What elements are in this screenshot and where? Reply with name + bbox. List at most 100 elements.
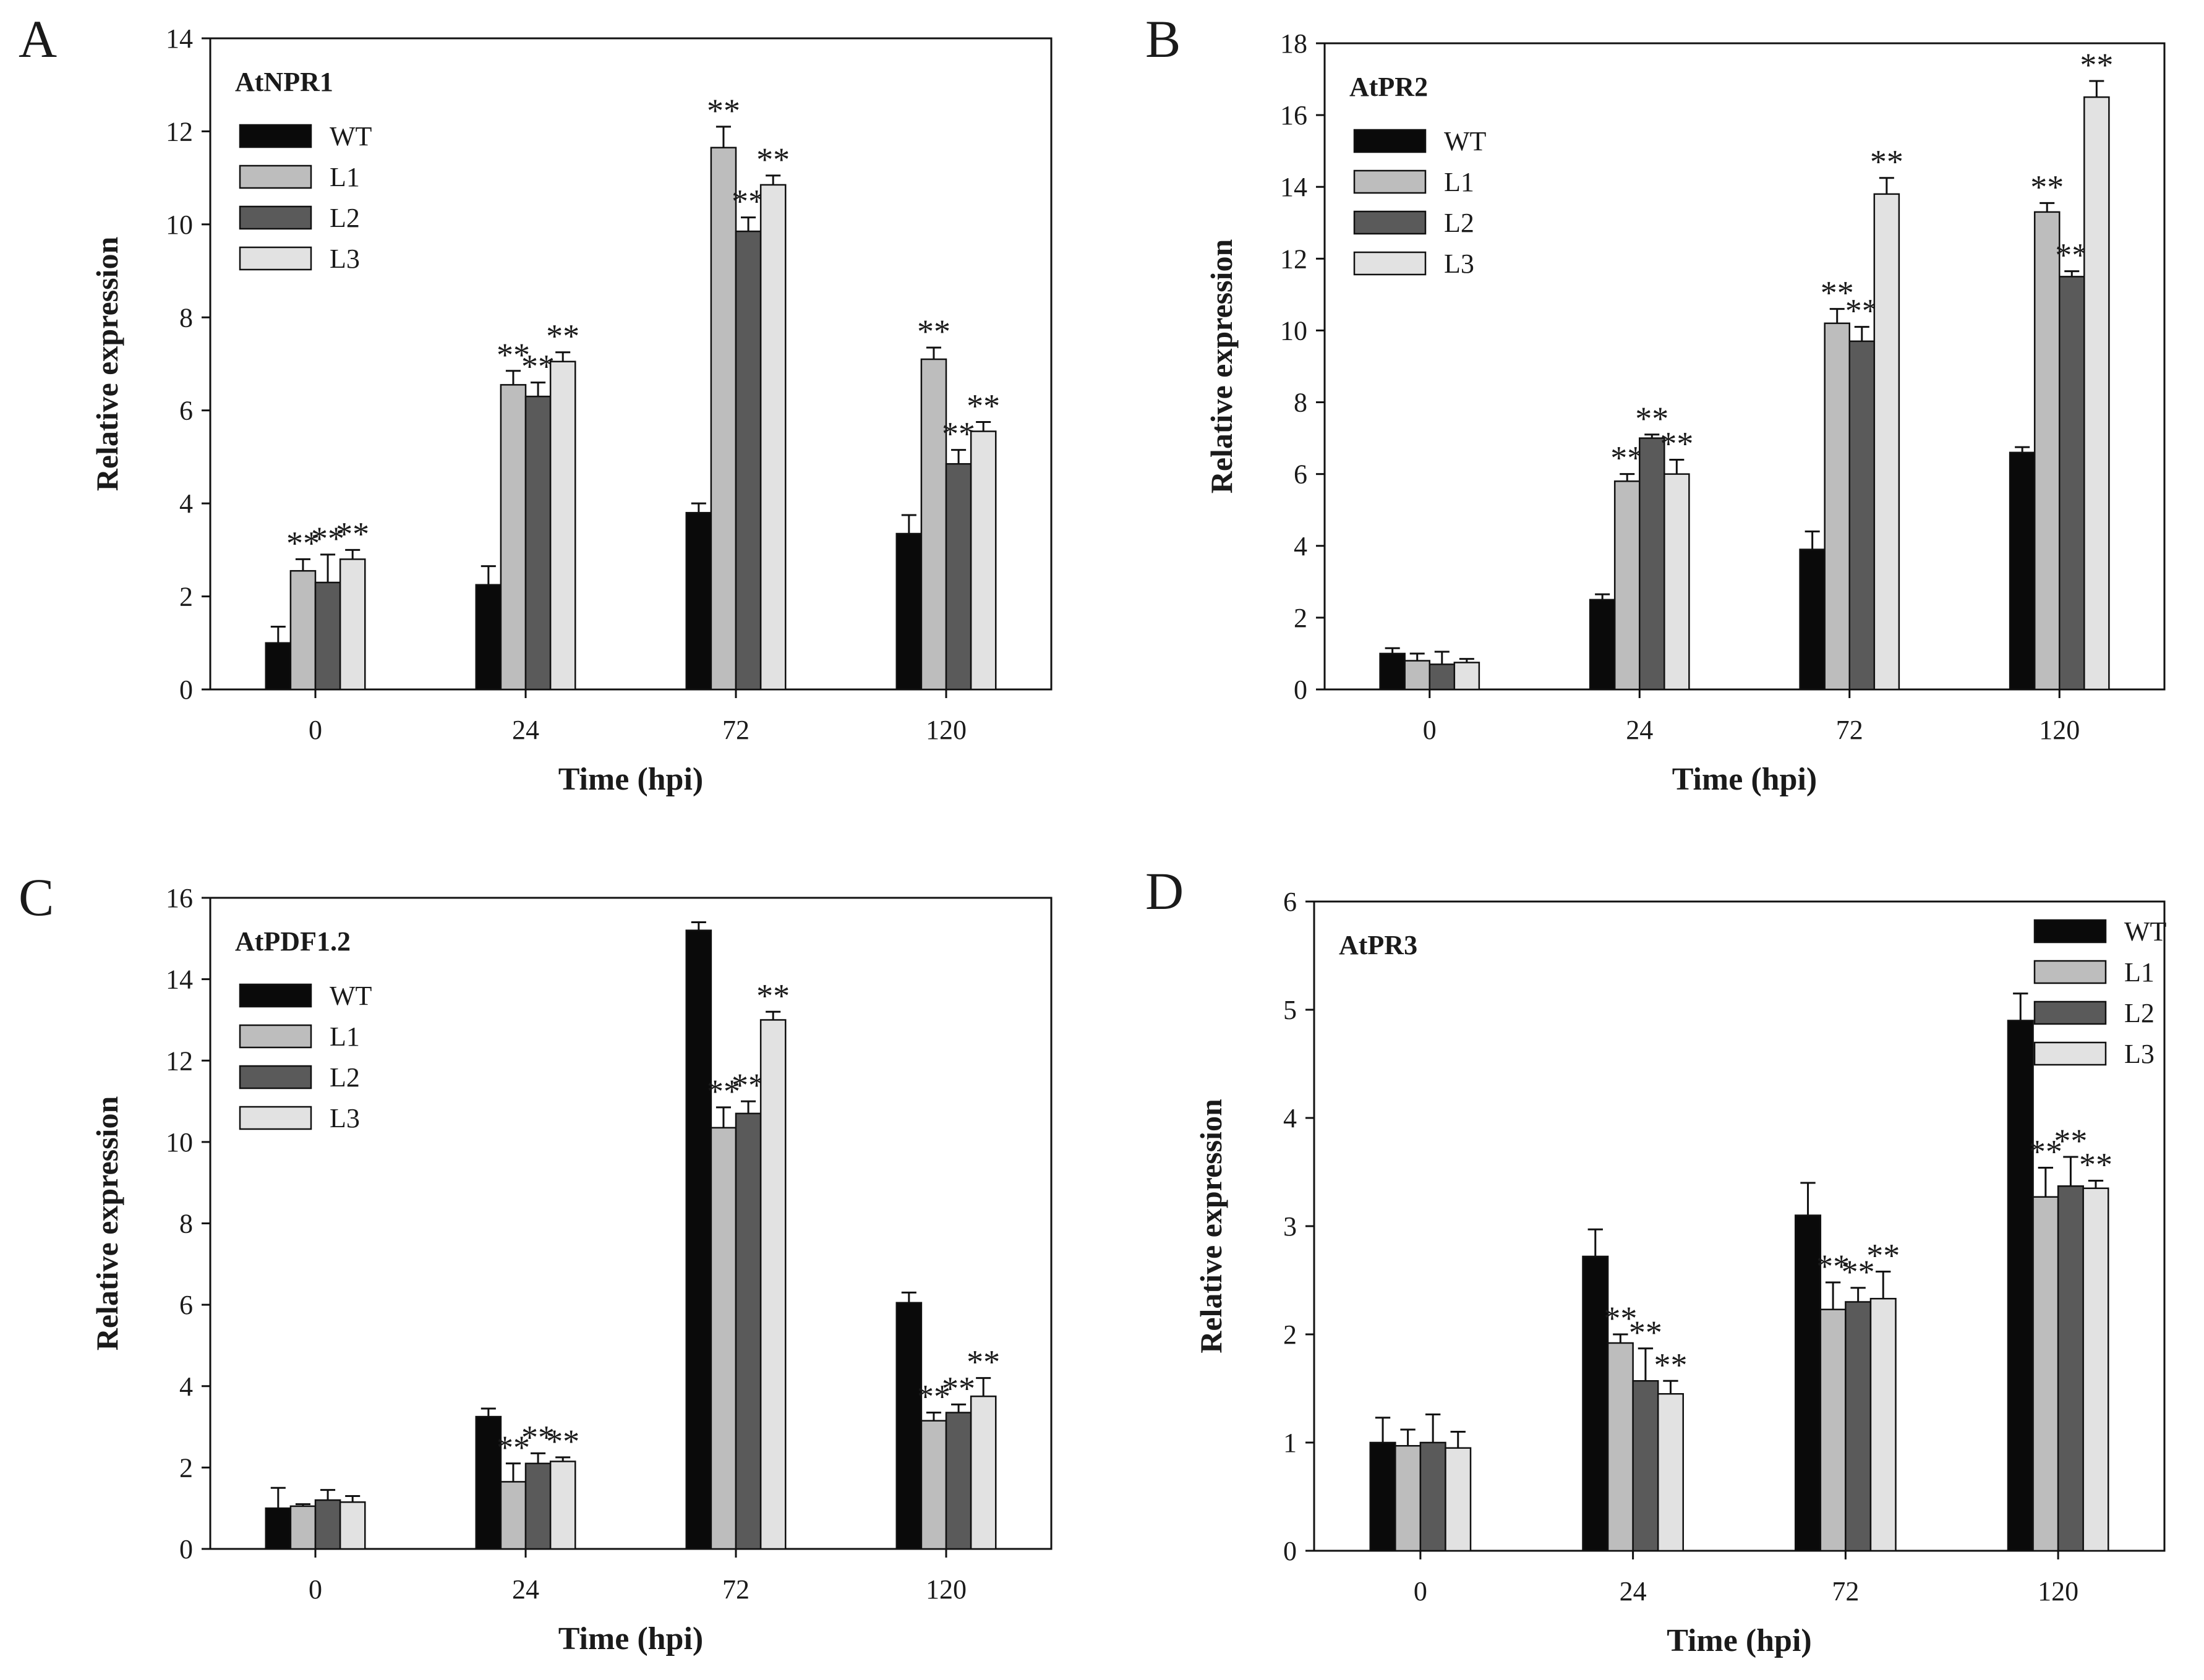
significance-mark: **	[521, 1418, 555, 1456]
plot-frame	[209, 37, 1053, 691]
bar	[524, 395, 552, 691]
y-tick-label: 6	[1294, 459, 1307, 490]
significance-mark: **	[1660, 425, 1693, 462]
panel-letter: D	[1145, 861, 1184, 921]
y-tick-label: 8	[179, 1209, 193, 1239]
bar	[970, 1395, 997, 1550]
y-tick-label: 0	[1283, 1536, 1297, 1566]
legend-swatch	[239, 1106, 312, 1130]
bar	[265, 1507, 292, 1550]
significance-mark: **	[917, 1378, 950, 1415]
y-tick-label: 10	[166, 210, 193, 240]
bar	[2057, 1185, 2084, 1552]
x-tick-label: 24	[1620, 1576, 1647, 1606]
y-tick-label: 4	[1294, 531, 1307, 561]
significance-mark: **	[917, 313, 950, 350]
x-axis-label: Time (hpi)	[558, 1621, 704, 1657]
legend-swatch	[2033, 1041, 2107, 1066]
x-tick-label: 72	[722, 1574, 750, 1605]
bar	[920, 1420, 947, 1550]
bar	[685, 929, 712, 1550]
y-tick-label: 6	[179, 396, 193, 426]
legend-label: WT	[1444, 126, 1487, 156]
bar	[945, 463, 972, 691]
significance-mark: **	[286, 524, 320, 561]
y-tick-label: 16	[166, 883, 193, 913]
x-tick-label: 72	[1832, 1576, 1859, 1606]
bar	[2082, 1187, 2109, 1552]
legend-swatch	[2033, 1000, 2107, 1025]
panel-letter: B	[1145, 9, 1181, 69]
x-axis-label: Time (hpi)	[1667, 1623, 1812, 1658]
y-axis-label: Relative expression	[90, 237, 124, 492]
significance-mark: **	[967, 388, 1000, 425]
y-axis-label: Relative expression	[1194, 1099, 1228, 1354]
bar	[735, 1112, 762, 1550]
y-tick-label: 2	[1283, 1320, 1297, 1350]
legend-swatch	[2033, 919, 2107, 944]
chart-title: AtPDF1.2	[235, 926, 351, 957]
bar	[945, 1412, 972, 1550]
significance-mark: **	[756, 977, 790, 1014]
bar	[1589, 599, 1616, 691]
x-tick-label: 0	[1423, 715, 1437, 745]
plot-frame	[1323, 42, 2166, 691]
bar	[1419, 1441, 1446, 1552]
significance-mark: **	[1635, 400, 1668, 437]
significance-mark: **	[497, 336, 530, 373]
significance-mark: **	[2030, 168, 2064, 205]
bar	[339, 558, 366, 691]
legend-swatch	[1353, 169, 1427, 194]
bar	[1848, 340, 1876, 691]
y-tick-label: 4	[179, 488, 193, 519]
significance-mark: **	[707, 92, 740, 129]
bar	[1824, 322, 1850, 691]
y-tick-label: 5	[1283, 995, 1297, 1025]
legend-swatch	[1353, 129, 1427, 153]
significance-mark: **	[707, 1073, 740, 1110]
y-tick-label: 18	[1280, 28, 1307, 59]
bar	[1607, 1342, 1634, 1552]
x-tick-label: 24	[512, 1574, 539, 1605]
significance-mark: **	[1821, 275, 1854, 312]
bar	[1819, 1308, 1847, 1552]
y-tick-label: 16	[1280, 100, 1307, 130]
chart-title: AtPR3	[1339, 930, 1417, 960]
bar	[314, 581, 341, 691]
legend-swatch	[239, 164, 312, 189]
bar	[1613, 480, 1641, 691]
bar	[759, 184, 787, 691]
legend-swatch	[239, 983, 312, 1008]
y-tick-label: 10	[1280, 315, 1307, 346]
bar	[710, 147, 737, 691]
bar	[549, 1460, 576, 1550]
panel-letter: A	[19, 9, 57, 69]
y-tick-label: 3	[1283, 1211, 1297, 1242]
bar	[895, 1302, 923, 1550]
significance-mark: **	[967, 1344, 1000, 1381]
y-tick-label: 8	[179, 302, 193, 333]
y-tick-label: 12	[166, 1046, 193, 1076]
legend-swatch	[2033, 960, 2107, 984]
bar	[475, 584, 502, 691]
legend-label: L2	[330, 1062, 360, 1093]
y-tick-label: 14	[166, 23, 193, 54]
y-tick-label: 14	[1280, 172, 1307, 202]
significance-mark: **	[336, 515, 369, 552]
significance-mark: **	[942, 416, 975, 453]
bar	[2059, 276, 2085, 691]
bar	[1369, 1441, 1396, 1552]
chart-title: AtNPR1	[235, 67, 333, 97]
significance-mark: **	[311, 520, 344, 557]
bar	[920, 358, 947, 691]
legend-swatch	[239, 246, 312, 271]
bar	[1379, 652, 1406, 691]
x-tick-label: 120	[2038, 1576, 2078, 1606]
legend-label: L2	[330, 203, 360, 233]
bar	[1869, 1298, 1897, 1552]
bar	[1873, 193, 1900, 691]
legend-label: L3	[2124, 1039, 2155, 1069]
